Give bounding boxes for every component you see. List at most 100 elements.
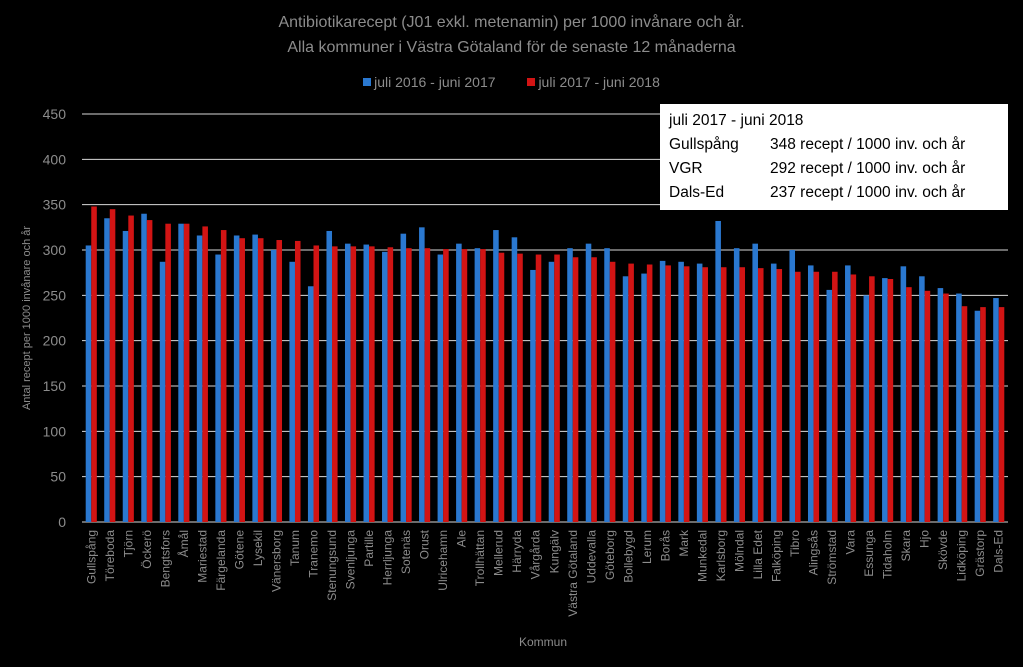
bar-series-1 [104,218,110,522]
x-tick-label: Vårgårda [529,530,543,580]
bar-series-1 [437,254,444,523]
bar-series-1 [567,248,573,523]
x-tick-label: Sotenäs [399,530,413,574]
bar-series-1 [307,286,314,522]
bar-series-1 [141,213,147,522]
bar-series-2 [906,287,912,522]
x-tick-label: Tranemo [307,530,321,578]
info-box-row-label: Dals-Ed [669,184,725,201]
x-tick-label: Vänersborg [269,530,283,592]
bar-series-2 [220,230,227,522]
bar-series-1 [863,295,870,522]
info-box-row-value: 348 recept / 1000 inv. och år [770,136,966,153]
bar-series-1 [585,243,592,523]
x-tick-label: Mellerud [492,530,506,576]
bar-series-1 [85,245,92,522]
bar-series-2 [165,223,171,522]
info-box-row-value: 292 recept / 1000 inv. och år [770,160,966,177]
bar-series-1 [493,230,499,522]
x-tick-label: Munkedal [695,530,709,582]
bar-series-2 [795,271,801,522]
bar-series-1 [344,243,351,523]
info-box: juli 2017 - juni 2018 Gullspång 348 recep… [660,104,1008,210]
x-tick-label: Essunga [862,530,876,577]
y-tick-label: 50 [50,469,66,485]
bar-series-2 [961,306,968,522]
bar-series-2 [683,266,690,522]
bar-series-1 [252,234,258,522]
x-axis-title: Kommun [519,635,567,649]
bar-series-2 [702,267,708,522]
bar-series-1 [993,298,999,522]
bar-series-1 [641,273,647,522]
bar-series-2 [517,253,523,523]
x-tick-label: Skövde [936,530,950,570]
legend: juli 2016 - juni 2017 juli 2017 - juni 2… [0,74,1023,90]
legend-item-series-1: juli 2016 - juni 2017 [363,74,496,90]
x-tick-label: Gullspång [84,530,98,584]
x-tick-label: Ulricehamn [436,530,450,591]
x-tick-label: Tibro [788,530,802,557]
x-tick-label: Ale [455,530,469,548]
bar-series-1 [696,263,703,522]
x-tick-label: Götene [232,530,246,570]
bar-series-1 [382,251,388,522]
x-tick-label: Stenungsund [325,530,339,601]
y-tick-label: 300 [43,242,67,258]
bar-series-1 [159,261,166,522]
bar-series-1 [826,289,833,522]
info-box-row-label: VGR [669,160,703,177]
bar-series-2 [628,263,634,522]
x-tick-label: Lidköping [955,530,969,581]
bar-series-2 [128,215,134,522]
bar-series-2 [757,268,764,522]
bar-series-1 [807,265,814,522]
bar-series-2 [183,223,190,522]
bar-series-1 [752,243,758,523]
bar-series-2 [239,238,245,523]
bar-series-2 [776,269,783,522]
legend-swatch-series-2 [527,78,536,86]
bar-series-2 [276,240,283,522]
bar-series-2 [313,245,320,522]
bar-series-2 [294,240,301,522]
bar-series-1 [289,261,295,522]
info-box-row: Dals-Ed 237 recept / 1000 inv. och år [669,181,1008,205]
bar-series-2 [369,246,375,522]
bar-series-2 [980,307,986,522]
x-tick-label: Skara [899,530,913,562]
bar-series-1 [456,243,462,523]
y-tick-label: 350 [43,197,67,213]
x-tick-label: Kungälv [547,530,561,573]
info-box-row: VGR 292 recept / 1000 inv. och år [669,157,1008,181]
x-tick-label: Alingsås [807,530,821,575]
bar-series-1 [548,261,555,522]
bar-series-2 [257,238,264,523]
bar-series-1 [326,230,333,522]
x-tick-label: Hjo [918,530,932,548]
bar-series-1 [900,266,907,522]
bar-series-1 [178,223,184,522]
bar-series-2 [350,246,357,522]
x-tick-label: Vara [844,530,858,555]
bar-series-2 [609,261,616,522]
x-tick-label: Mölndal [732,530,746,572]
x-tick-label: Herrljunga [381,530,395,586]
bar-series-1 [419,227,425,523]
bar-series-1 [715,220,721,522]
bar-series-2 [535,254,542,523]
x-tick-label: Borås [658,530,672,561]
legend-label-series-1: juli 2016 - juni 2017 [374,74,496,90]
bar-series-1 [363,244,370,522]
bar-series-2 [146,220,153,522]
bar-series-1 [937,288,944,522]
x-tick-label: Bengtsfors [158,530,172,587]
bar-series-2 [665,265,671,522]
legend-swatch-series-1 [363,78,372,86]
bar-series-1 [530,269,536,522]
bar-series-2 [832,271,838,522]
x-tick-label: Falköping [770,530,784,582]
x-tick-label: Karlsborg [714,530,728,581]
bar-series-1 [474,248,481,523]
info-box-row: Gullspång 348 recept / 1000 inv. och år [669,133,1008,157]
